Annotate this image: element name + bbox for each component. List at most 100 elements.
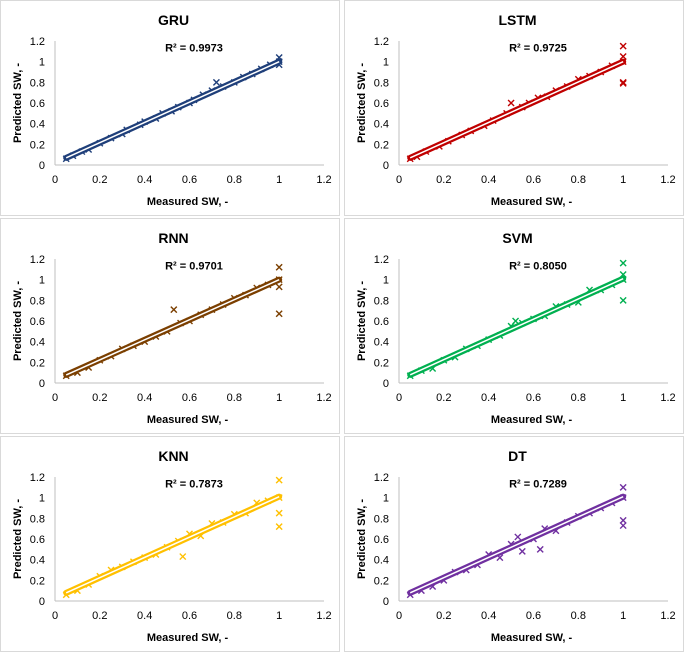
x-tick-label: 0.2 — [436, 174, 451, 186]
y-axis-label: Predicted SW, - — [12, 63, 24, 143]
y-tick-label: 0 — [39, 378, 45, 390]
y-tick-label: 1.2 — [374, 472, 389, 484]
x-tick-label: 0.4 — [481, 610, 496, 622]
data-point — [275, 476, 283, 484]
chart-panel-dt: DT 0 0.2 0.4 0.6 0.8 1 1.2 0 0.2 0.4 0.6 0.8 1 1.2 Meas… — [344, 436, 684, 652]
data-point — [619, 53, 627, 60]
x-tick-label: 0.4 — [137, 392, 152, 404]
y-tick-label: 1.2 — [30, 36, 45, 48]
y-tick-label: 0.8 — [30, 513, 45, 525]
trendline — [409, 60, 624, 159]
data-point — [275, 263, 283, 271]
x-tick-label: 0.6 — [182, 392, 197, 404]
x-axis-label: Measured SW, - — [491, 632, 573, 644]
y-tick-label: 0.4 — [374, 555, 389, 567]
y-tick-label: 0.4 — [30, 555, 45, 567]
x-tick-label: 0 — [52, 392, 58, 404]
y-tick-label: 0 — [39, 160, 45, 172]
y-tick-label: 1.2 — [30, 254, 45, 266]
x-tick-label: 1 — [276, 610, 282, 622]
y-tick-label: 0.4 — [30, 337, 45, 349]
scatter-chart-lstm: LSTM 0 0.2 0.4 0.6 0.8 1 1.2 0 0.2 0.4 0.6 0.8 1 1.2 Me… — [356, 12, 676, 208]
r-squared-label: R² = 0.8050 — [509, 260, 567, 272]
y-tick-label: 0.6 — [30, 316, 45, 328]
data-point — [275, 310, 283, 318]
x-tick-label: 1 — [620, 392, 626, 404]
scatter-chart-rnn: RNN 0 0.2 0.4 0.6 0.8 1 1.2 0 0.2 0.4 0.6 0.8 1 1.2 Mea… — [12, 230, 332, 426]
y-tick-label: 1 — [39, 493, 45, 505]
y-axis-label: Predicted SW, - — [356, 499, 368, 579]
x-tick-label: 1.2 — [316, 392, 331, 404]
data-point — [507, 99, 515, 107]
chart-title: GRU — [158, 12, 189, 28]
x-tick-label: 0.6 — [526, 610, 541, 622]
x-tick-label: 1 — [620, 174, 626, 186]
y-tick-label: 0.6 — [30, 534, 45, 546]
trendline — [409, 495, 624, 594]
chart-panel-rnn: RNN 0 0.2 0.4 0.6 0.8 1 1.2 0 0.2 0.4 0.6 0.8 1 1.2 Mea… — [0, 218, 340, 434]
x-tick-label: 0.2 — [92, 392, 107, 404]
x-tick-label: 1 — [276, 174, 282, 186]
y-tick-label: 1 — [383, 493, 389, 505]
data-point — [179, 553, 187, 561]
x-tick-label: 0.4 — [137, 174, 152, 186]
x-tick-label: 0.8 — [571, 174, 586, 186]
data-point — [212, 78, 220, 86]
scatter-chart-svm: SVM 0 0.2 0.4 0.6 0.8 1 1.2 0 0.2 0.4 0.6 0.8 1 1.2 Mea… — [356, 230, 676, 426]
r-squared-label: R² = 0.7289 — [509, 478, 567, 490]
trendline — [65, 60, 280, 159]
x-tick-label: 1.2 — [316, 174, 331, 186]
x-tick-label: 0.8 — [571, 392, 586, 404]
data-point — [518, 547, 526, 555]
x-tick-label: 0.8 — [227, 610, 242, 622]
scatter-chart-gru: GRU 0 0.2 0.4 0.6 0.8 1 1.2 0 0.2 0.4 0.6 0.8 1 1.2 Mea… — [12, 12, 332, 208]
y-tick-label: 0.8 — [30, 295, 45, 307]
y-tick-label: 1 — [383, 57, 389, 69]
x-tick-label: 0.8 — [227, 174, 242, 186]
chart-title: LSTM — [498, 12, 536, 28]
y-tick-label: 0.6 — [374, 98, 389, 110]
data-point — [514, 533, 522, 541]
y-tick-label: 1 — [39, 275, 45, 287]
y-tick-label: 0.2 — [374, 139, 389, 151]
y-axis-label: Predicted SW, - — [12, 281, 24, 361]
y-tick-label: 1.2 — [374, 36, 389, 48]
y-tick-label: 1 — [39, 57, 45, 69]
x-tick-label: 1 — [276, 392, 282, 404]
x-tick-label: 0.8 — [227, 392, 242, 404]
scatter-chart-knn: KNN 0 0.2 0.4 0.6 0.8 1 1.2 0 0.2 0.4 0.6 0.8 1 1.2 Mea… — [12, 448, 332, 644]
x-tick-label: 0.4 — [137, 610, 152, 622]
x-tick-label: 0.6 — [526, 174, 541, 186]
x-axis-label: Measured SW, - — [147, 196, 229, 208]
x-tick-label: 1.2 — [660, 392, 675, 404]
r-squared-label: R² = 0.7873 — [165, 478, 223, 490]
y-tick-label: 0.4 — [374, 337, 389, 349]
y-tick-label: 0.8 — [374, 77, 389, 89]
data-point — [170, 306, 178, 314]
chart-panel-gru: GRU 0 0.2 0.4 0.6 0.8 1 1.2 0 0.2 0.4 0.6 0.8 1 1.2 Mea… — [0, 0, 340, 216]
y-tick-label: 0.8 — [374, 295, 389, 307]
y-tick-label: 1.2 — [30, 472, 45, 484]
x-tick-label: 0.8 — [571, 610, 586, 622]
x-tick-label: 0 — [396, 392, 402, 404]
trendline — [65, 278, 280, 376]
trendline — [65, 495, 280, 594]
y-tick-label: 0 — [383, 596, 389, 608]
x-tick-label: 0.2 — [436, 392, 451, 404]
x-tick-label: 0.2 — [92, 610, 107, 622]
y-tick-label: 0.4 — [374, 119, 389, 131]
y-tick-label: 0.2 — [30, 357, 45, 369]
y-tick-label: 0.2 — [374, 357, 389, 369]
y-tick-label: 1.2 — [374, 254, 389, 266]
x-axis-label: Measured SW, - — [147, 632, 229, 644]
data-point — [536, 545, 544, 553]
y-axis-label: Predicted SW, - — [356, 281, 368, 361]
data-point — [619, 516, 627, 524]
y-tick-label: 0.8 — [374, 513, 389, 525]
x-axis-label: Measured SW, - — [491, 414, 573, 426]
x-tick-label: 0.4 — [481, 174, 496, 186]
x-tick-label: 0.6 — [182, 610, 197, 622]
data-point — [512, 317, 520, 325]
x-tick-label: 0 — [396, 610, 402, 622]
x-tick-label: 1.2 — [660, 174, 675, 186]
